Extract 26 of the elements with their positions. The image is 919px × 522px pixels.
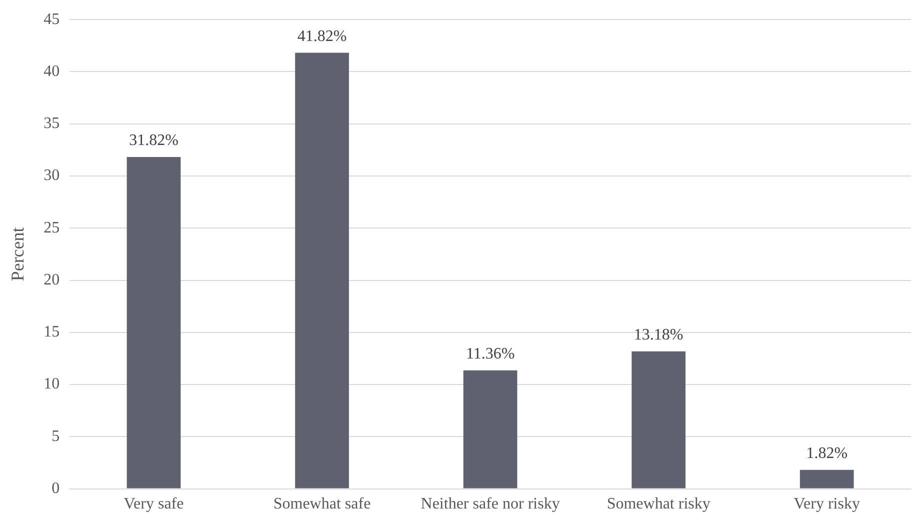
y-tick-label: 45 [44,10,60,28]
y-tick-label: 0 [52,480,60,498]
y-axis-title: Percent [8,227,28,282]
y-tick-label: 20 [44,271,60,288]
bar [126,157,181,488]
x-tick-label: Neither safe nor risky [420,496,560,513]
y-tick-label: 5 [52,428,60,445]
y-tick-label: 35 [44,115,60,132]
y-tick-label: 15 [44,324,60,341]
y-tick-label: 25 [44,219,60,236]
y-tick-label: 30 [44,167,60,184]
x-tick-label: Somewhat risky [606,496,710,513]
data-label: 31.82% [129,132,178,150]
x-tick-label: Very risky [794,496,860,513]
bar [295,52,349,488]
bar [463,370,518,488]
data-label: 41.82% [297,28,347,45]
data-label: 1.82% [806,445,848,462]
data-label: 13.18% [634,326,684,344]
y-tick-label: 40 [44,62,60,80]
x-tick-label: Somewhat safe [273,496,371,513]
y-tick-label: 10 [44,376,60,393]
x-tick-label: Very safe [124,496,184,513]
bar [632,351,686,488]
data-label: 11.36% [466,346,515,363]
bar [800,470,854,488]
